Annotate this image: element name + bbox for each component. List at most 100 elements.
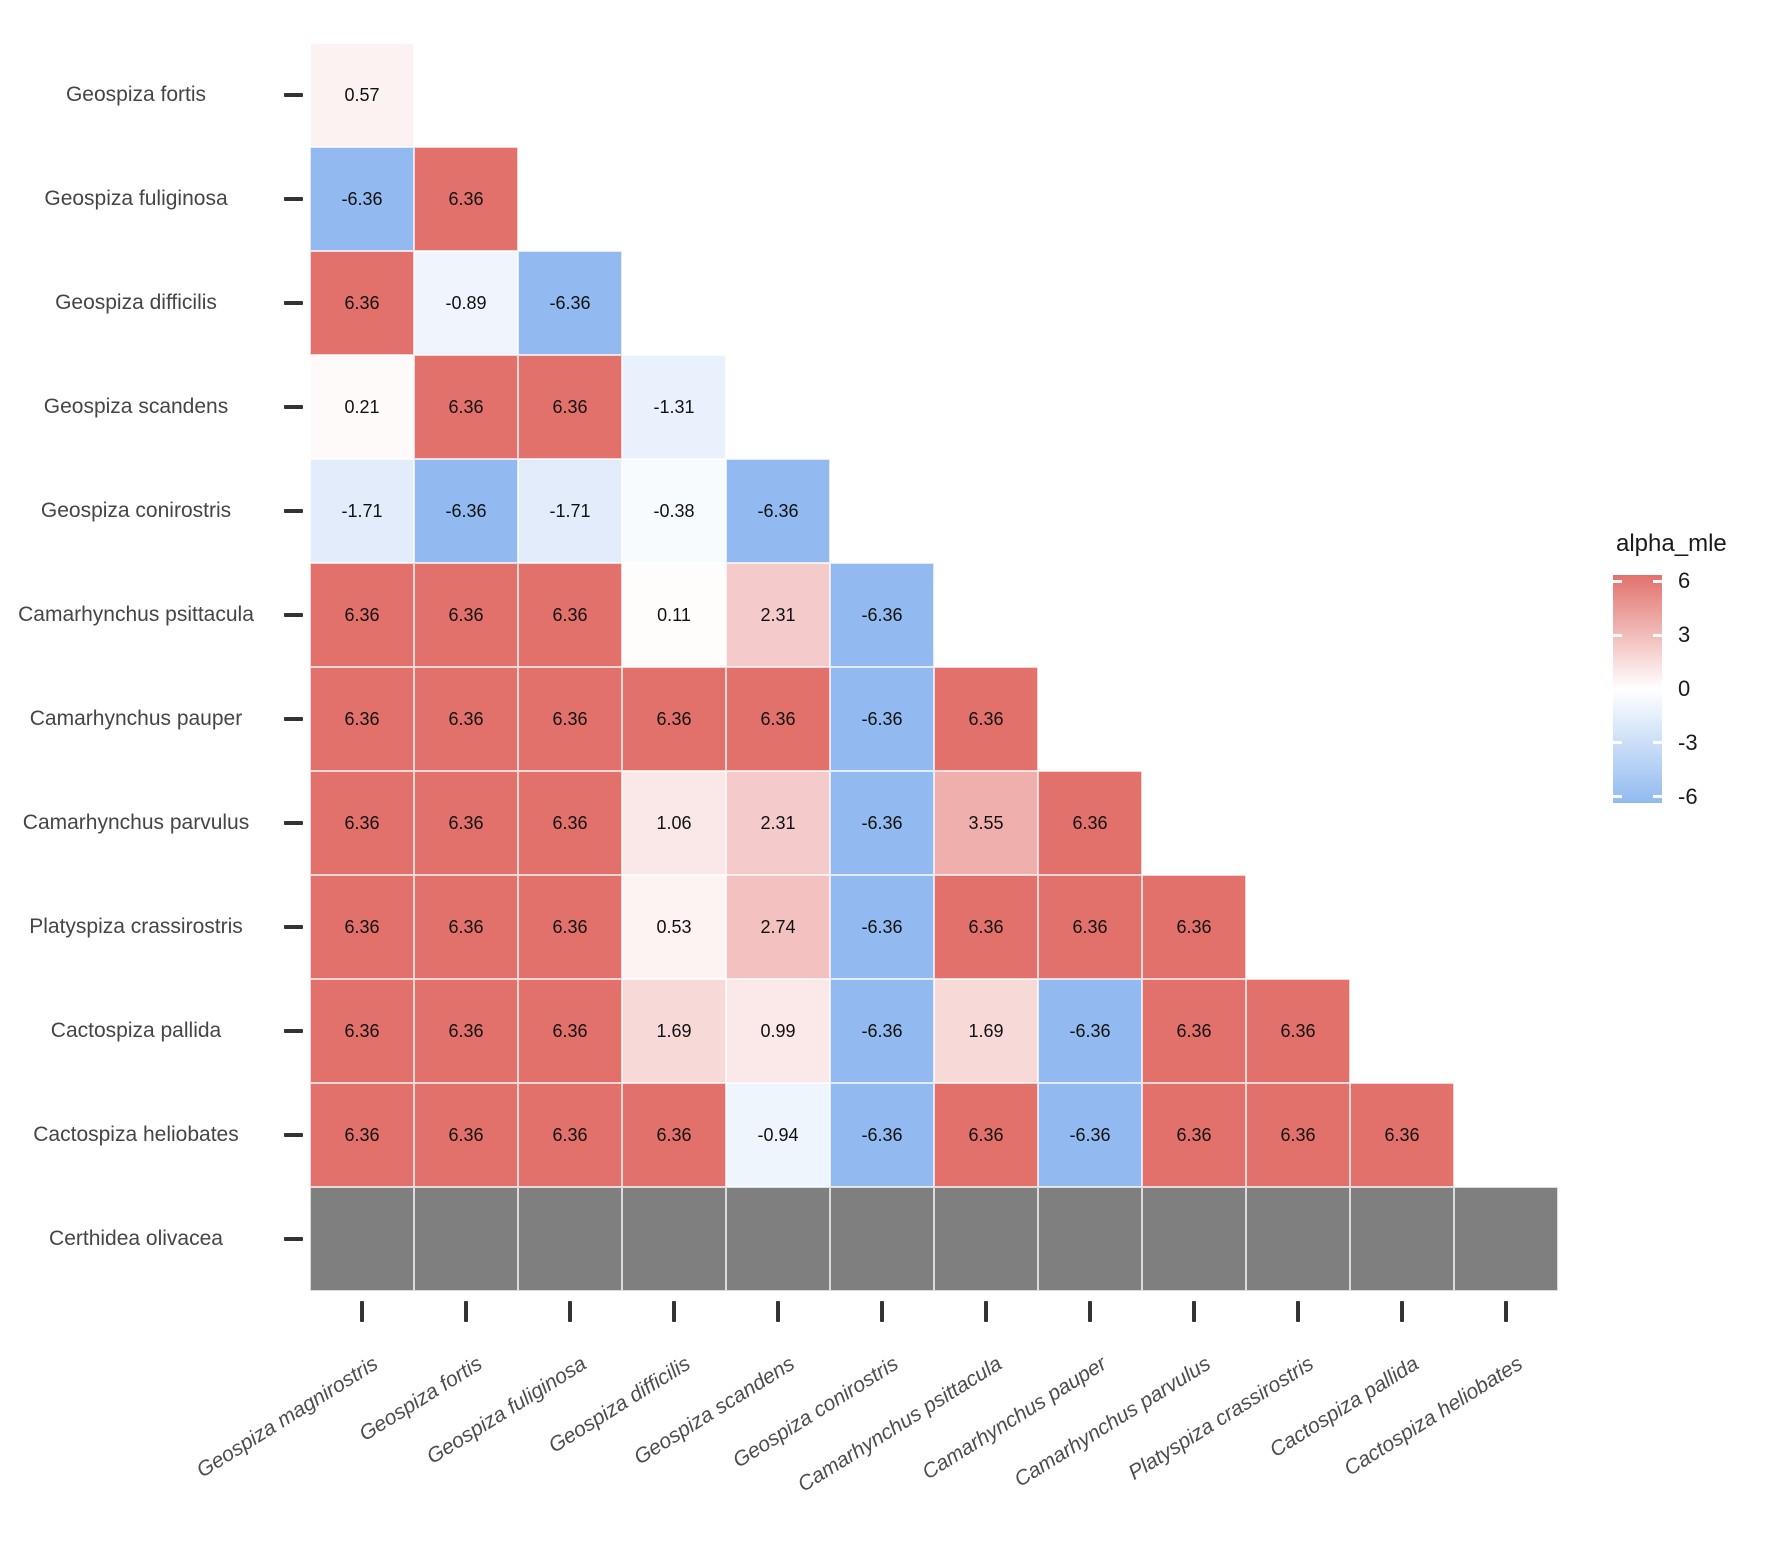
- heatmap-cell: 6.36: [518, 355, 622, 459]
- x-tick: [360, 1301, 364, 1322]
- heatmap-cell: 6.36: [414, 147, 518, 251]
- heatmap-cell: -6.36: [414, 459, 518, 563]
- legend-tick-mark: [1653, 687, 1662, 691]
- heatmap-cell: [310, 1187, 414, 1291]
- heatmap-cell: 6.36: [310, 1083, 414, 1187]
- heatmap-cell: [1038, 1187, 1142, 1291]
- y-tick: [284, 1237, 303, 1241]
- legend-tick-label: -6: [1678, 783, 1698, 809]
- legend-tick-label: -3: [1678, 729, 1698, 755]
- heatmap-cell: 6.36: [518, 667, 622, 771]
- heatmap-cell: 6.36: [414, 771, 518, 875]
- x-tick: [568, 1301, 572, 1322]
- y-axis-label: Camarhynchus pauper: [29, 707, 243, 730]
- y-tick: [284, 301, 303, 305]
- y-tick: [284, 509, 303, 513]
- x-tick: [672, 1301, 676, 1322]
- y-axis-label: Camarhynchus parvulus: [22, 811, 250, 834]
- legend-tick-mark: [1653, 633, 1662, 637]
- legend-tick-mark: [1613, 579, 1622, 583]
- x-tick: [776, 1301, 780, 1322]
- y-axis-label: Geospiza difficilis: [55, 291, 217, 314]
- heatmap-cell: -6.36: [518, 251, 622, 355]
- heatmap-cell: 6.36: [934, 667, 1038, 771]
- heatmap-cell: 6.36: [1142, 875, 1246, 979]
- y-axis-label: Geospiza fortis: [65, 83, 207, 106]
- heatmap-cell: -6.36: [726, 459, 830, 563]
- legend-tick-mark: [1613, 741, 1622, 745]
- heatmap-cell: -1.71: [310, 459, 414, 563]
- x-axis-label: Platyspiza crassirostris: [1124, 1352, 1319, 1485]
- heatmap-cell: -6.36: [830, 979, 934, 1083]
- heatmap-cell: 1.69: [934, 979, 1038, 1083]
- x-tick: [984, 1301, 988, 1322]
- heatmap-cell: 6.36: [622, 1083, 726, 1187]
- y-tick: [284, 821, 303, 825]
- heatmap-cell: 2.31: [726, 563, 830, 667]
- legend-tick-mark: [1613, 795, 1622, 799]
- heatmap-cell: [1454, 1187, 1558, 1291]
- y-axis-label: Certhidea olivacea: [49, 1227, 223, 1250]
- x-tick: [1296, 1301, 1300, 1322]
- heatmap-cell: 2.31: [726, 771, 830, 875]
- heatmap-cell: 1.06: [622, 771, 726, 875]
- y-axis-label: Geospiza conirostris: [40, 499, 232, 522]
- heatmap-cell: 6.36: [518, 979, 622, 1083]
- heatmap-cell: 6.36: [310, 563, 414, 667]
- heatmap-cell: [518, 1187, 622, 1291]
- heatmap-cell: 6.36: [414, 563, 518, 667]
- heatmap-cell: 6.36: [1038, 771, 1142, 875]
- heatmap-cell: [830, 1187, 934, 1291]
- x-axis-label: Geospiza magnirostris: [192, 1352, 383, 1483]
- legend-tick-label: 3: [1678, 622, 1691, 648]
- heatmap-cell: 6.36: [518, 1083, 622, 1187]
- heatmap-cell: 6.36: [518, 563, 622, 667]
- y-tick: [284, 1133, 303, 1137]
- legend-tick-mark: [1653, 741, 1662, 745]
- heatmap-cell: 6.36: [1142, 1083, 1246, 1187]
- heatmap-cell: 0.57: [310, 43, 414, 147]
- heatmap-cell: [726, 1187, 830, 1291]
- heatmap-cell: 6.36: [1246, 979, 1350, 1083]
- heatmap-cell: 6.36: [310, 771, 414, 875]
- heatmap-cell: 6.36: [310, 667, 414, 771]
- heatmap-cell: [622, 1187, 726, 1291]
- heatmap-cell: -0.38: [622, 459, 726, 563]
- y-axis-label: Cactospiza pallida: [50, 1019, 222, 1042]
- heatmap-cell: 3.55: [934, 771, 1038, 875]
- legend-tick-label: 6: [1678, 568, 1691, 594]
- heatmap-cell: 6.36: [1246, 1083, 1350, 1187]
- y-tick: [284, 405, 303, 409]
- heatmap-cell: 6.36: [414, 1083, 518, 1187]
- heatmap-cell: 0.21: [310, 355, 414, 459]
- y-tick: [284, 925, 303, 929]
- x-tick: [1192, 1301, 1196, 1322]
- heatmap-cell: -0.89: [414, 251, 518, 355]
- heatmap-cell: 0.11: [622, 563, 726, 667]
- legend-tick-mark: [1653, 579, 1662, 583]
- heatmap-cell: -0.94: [726, 1083, 830, 1187]
- heatmap-cell: -6.36: [830, 563, 934, 667]
- x-axis-label: Cactospiza heliobates: [1339, 1352, 1527, 1481]
- heatmap-cell: -6.36: [310, 147, 414, 251]
- heatmap-cell: [934, 1187, 1038, 1291]
- heatmap-cell: [414, 1187, 518, 1291]
- heatmap-cell: [1246, 1187, 1350, 1291]
- heatmap-cell: -6.36: [830, 771, 934, 875]
- heatmap-cell: 6.36: [622, 667, 726, 771]
- y-axis-label: Geospiza fuliginosa: [44, 187, 228, 210]
- legend-tick-mark: [1613, 687, 1622, 691]
- heatmap-cell: 6.36: [1350, 1083, 1454, 1187]
- heatmap-cell: [1142, 1187, 1246, 1291]
- y-tick: [284, 93, 303, 97]
- legend-tick-mark: [1613, 633, 1622, 637]
- heatmap-cell: -6.36: [830, 667, 934, 771]
- heatmap-cell: 6.36: [1142, 979, 1246, 1083]
- y-axis-label: Cactospiza heliobates: [33, 1123, 239, 1146]
- x-tick: [1400, 1301, 1404, 1322]
- heatmap-cell: 6.36: [414, 355, 518, 459]
- heatmap-cell: -6.36: [1038, 1083, 1142, 1187]
- heatmap-cell: 6.36: [310, 251, 414, 355]
- y-tick: [284, 717, 303, 721]
